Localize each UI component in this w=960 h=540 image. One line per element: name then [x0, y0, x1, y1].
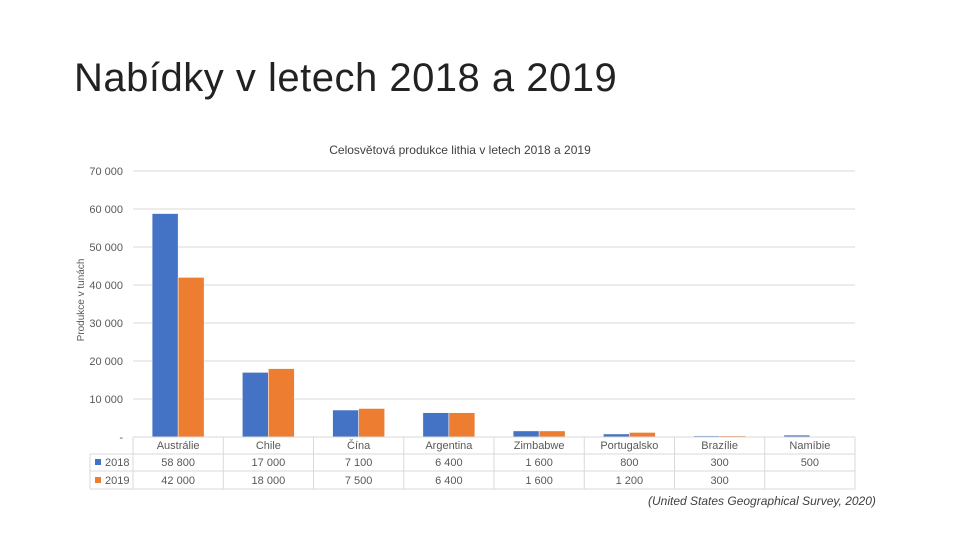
data-label: 7 500 — [345, 475, 373, 487]
category-label: Argentina — [425, 440, 473, 452]
bar-2018-3 — [422, 412, 450, 438]
y-tick-label: 10 000 — [89, 394, 123, 406]
data-label: 6 400 — [435, 457, 463, 469]
data-label: 300 — [710, 457, 728, 469]
data-label: 500 — [801, 457, 819, 469]
data-label: 18 000 — [252, 475, 286, 487]
y-tick-label: - — [119, 432, 123, 444]
category-label: Namíbie — [789, 440, 830, 452]
legend-label: 2019 — [105, 475, 129, 487]
category-label: Brazílie — [701, 440, 738, 452]
bar-2019-0 — [177, 277, 205, 438]
data-table: Austrálie 58 800 42 000 Chile 17 000 18 000 Čí… — [89, 436, 856, 490]
data-label: 1 600 — [525, 475, 553, 487]
category-label: Zimbabwe — [514, 440, 565, 452]
y-tick-label: 50 000 — [89, 242, 123, 254]
data-label: 1 200 — [616, 475, 644, 487]
data-label: 800 — [620, 457, 638, 469]
data-label: 58 800 — [161, 457, 195, 469]
gridlines — [133, 170, 855, 400]
y-axis-ticks: - 10 000 20 000 30 000 40 000 50 000 60 000 70 … — [89, 166, 123, 444]
bar-2019-4 — [538, 430, 566, 438]
bar-2019-3 — [448, 412, 476, 438]
slide-title: Nabídky v letech 2018 a 2019 — [74, 56, 618, 100]
data-label: 7 100 — [345, 457, 373, 469]
legend-swatch — [95, 477, 101, 483]
data-label: 300 — [710, 475, 728, 487]
bar-2019-1 — [268, 368, 295, 438]
category-label: Chile — [256, 440, 281, 452]
y-tick-label: 70 000 — [89, 166, 123, 178]
bar-2018-2 — [332, 409, 359, 438]
bar-2019-5 — [629, 432, 656, 438]
legend-swatch — [95, 459, 101, 465]
source-citation: (United States Geographical Survey, 2020… — [648, 494, 876, 508]
chart-title: Celosvětová produkce lithia v letech 201… — [329, 143, 591, 157]
data-label: 1 600 — [525, 457, 553, 469]
category-label: Čína — [347, 439, 371, 452]
y-axis-label: Produkce v tunách — [76, 259, 87, 342]
y-tick-label: 30 000 — [89, 318, 123, 330]
category-label: Portugalsko — [600, 440, 658, 452]
data-label: 17 000 — [252, 457, 286, 469]
bar-2019-2 — [358, 408, 385, 438]
bar-2018-1 — [242, 372, 269, 438]
y-tick-label: 60 000 — [89, 204, 123, 216]
bar-2018-0 — [151, 213, 179, 438]
legend-label: 2018 — [105, 457, 129, 469]
bar-2018-4 — [512, 430, 540, 438]
data-label: 42 000 — [161, 475, 195, 487]
y-tick-label: 40 000 — [89, 280, 123, 292]
category-label: Austrálie — [157, 440, 200, 452]
y-tick-label: 20 000 — [89, 356, 123, 368]
data-label: 6 400 — [435, 475, 463, 487]
